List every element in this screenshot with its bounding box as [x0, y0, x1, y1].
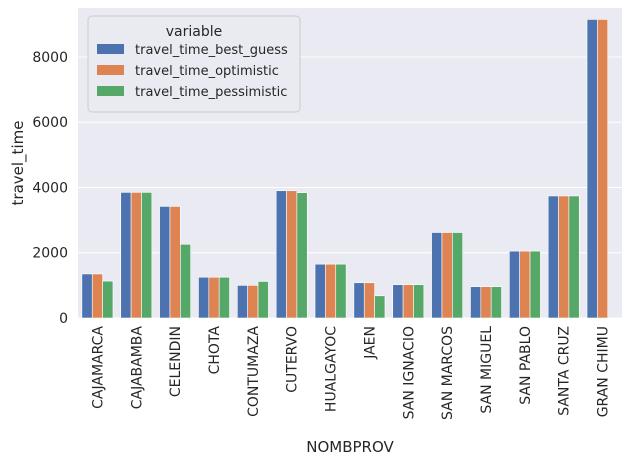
legend-label: travel_time_optimistic — [135, 64, 279, 79]
x-axis-label: NOMBPROV — [306, 438, 394, 456]
x-tick-label: CAJABAMBA — [129, 326, 145, 410]
y-tick-labels: 0 2000 4000 6000 8000 — [32, 50, 68, 327]
bar — [519, 250, 531, 319]
x-tick-label: GRAN CHIMU — [596, 326, 612, 417]
bar — [314, 263, 326, 319]
bars — [81, 19, 609, 319]
bar — [480, 286, 492, 319]
legend-title: variable — [166, 24, 222, 40]
x-tick-label: SAN IGNACIO — [401, 326, 417, 419]
x-tick-labels: CAJAMARCA CAJABAMBA CELENDIN CHOTA CONTUMAZA… — [90, 326, 611, 420]
y-tick-label: 0 — [59, 311, 68, 327]
bar — [130, 192, 142, 319]
bar — [102, 280, 114, 319]
x-tick-label: SAN PABLO — [518, 326, 534, 405]
y-tick-label: 2000 — [32, 246, 68, 262]
x-tick-label: CAJAMARCA — [90, 326, 106, 409]
bar — [452, 232, 463, 319]
x-tick-label: SAN MIGUEL — [479, 326, 495, 414]
bar — [441, 232, 453, 319]
bar — [180, 243, 191, 319]
y-tick-label: 8000 — [32, 50, 68, 66]
bar — [120, 192, 132, 319]
x-tick-label: SAN MARCOS — [440, 326, 456, 420]
legend-label: travel_time_pessimistic — [135, 85, 287, 100]
bar — [169, 206, 181, 319]
legend: variable travel_time_best_guesstravel_ti… — [87, 15, 301, 113]
legend-label: travel_time_best_guess — [135, 43, 288, 58]
bar — [490, 286, 502, 319]
bar — [374, 295, 386, 319]
bar — [159, 206, 171, 319]
y-tick-label: 6000 — [32, 115, 68, 131]
y-axis-label: travel_time — [9, 121, 28, 206]
bar — [325, 263, 337, 319]
bar — [470, 286, 482, 319]
bar — [529, 250, 541, 319]
y-tick-label: 4000 — [32, 180, 68, 196]
bar — [558, 195, 570, 319]
x-tick-label: CHOTA — [207, 326, 223, 375]
legend-box — [87, 15, 301, 113]
bar — [198, 276, 210, 319]
bar — [247, 285, 259, 319]
bar — [286, 190, 298, 319]
bar — [392, 284, 404, 319]
x-tick-label: CONTUMAZA — [246, 326, 262, 417]
bar — [81, 273, 93, 319]
bar — [597, 19, 609, 319]
bar — [91, 273, 103, 319]
bar — [208, 276, 220, 319]
bar — [296, 192, 308, 319]
legend-swatch — [97, 44, 124, 54]
bar — [568, 195, 580, 319]
bar — [353, 282, 365, 319]
bar — [547, 195, 559, 319]
bar — [431, 232, 443, 319]
bar — [257, 281, 269, 319]
legend-swatch — [97, 65, 124, 75]
bar — [141, 192, 153, 319]
bar — [275, 190, 287, 319]
bar — [363, 282, 375, 319]
bar — [218, 276, 230, 319]
bar — [586, 19, 598, 319]
x-tick-label: SANTA CRUZ — [557, 326, 573, 416]
x-tick-label: CELENDIN — [168, 326, 184, 397]
bar — [402, 284, 414, 319]
x-tick-label: JAEN — [362, 326, 378, 360]
legend-swatch — [97, 86, 124, 96]
x-tick-label: HUALGAYOC — [324, 326, 340, 412]
legend-items: travel_time_best_guess travel_time_optimi… — [97, 43, 288, 100]
bar — [335, 263, 347, 319]
bar — [509, 250, 520, 319]
bar — [413, 284, 425, 319]
bar — [237, 285, 248, 319]
x-tick-label: CUTERVO — [285, 326, 301, 393]
